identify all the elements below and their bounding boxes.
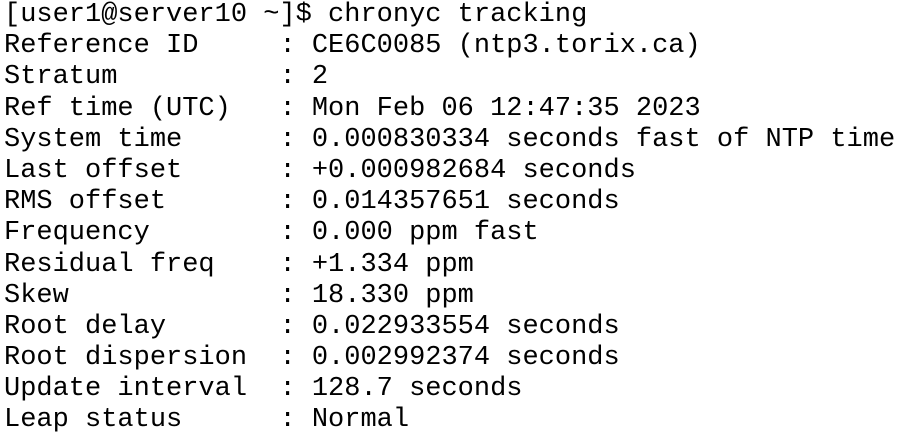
- output-line: Reference ID : CE6C0085 (ntp3.torix.ca): [4, 31, 701, 62]
- output-line: Update interval : 128.7 seconds: [4, 374, 523, 405]
- output-line: Frequency : 0.000 ppm fast: [4, 218, 539, 249]
- output-line: Root delay : 0.022933554 seconds: [4, 311, 620, 342]
- output-line: Leap status : Normal: [4, 405, 410, 436]
- output-line: Skew : 18.330 ppm: [4, 280, 474, 311]
- output-line: Ref time (UTC) : Mon Feb 06 12:47:35 202…: [4, 93, 701, 124]
- output-line: System time : 0.000830334 seconds fast o…: [4, 124, 896, 155]
- output-line: Stratum : 2: [4, 62, 329, 93]
- prompt-line: [user1@server10 ~]$ chronyc tracking: [4, 0, 588, 30]
- output-line: Residual freq : +1.334 ppm: [4, 249, 474, 280]
- output-line: Last offset : +0.000982684 seconds: [4, 155, 636, 186]
- output-line: RMS offset : 0.014357651 seconds: [4, 187, 620, 218]
- output-line: Root dispersion : 0.002992374 seconds: [4, 343, 620, 374]
